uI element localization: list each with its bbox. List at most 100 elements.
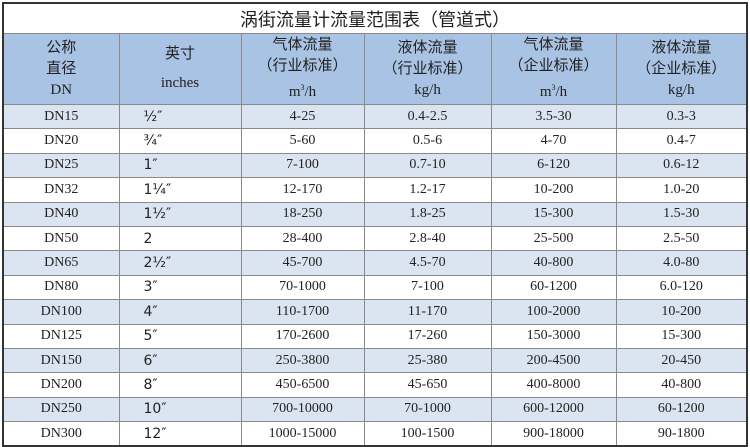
- header-text: 英寸: [164, 46, 195, 62]
- header-text: /h: [304, 84, 317, 100]
- table-row: DN125 5″ 170-2600 17-260 150-3000 15-300: [2, 323, 748, 349]
- header-text: m: [539, 84, 552, 100]
- table-cell: 40-800: [490, 250, 617, 276]
- table-row: DN32 1¼″ 12-170 1.2-17 10-200 1.0-20: [2, 177, 748, 203]
- table-cell: 0.5-6: [363, 128, 492, 154]
- table-cell: DN40: [2, 201, 120, 227]
- header-text: /h: [555, 84, 568, 100]
- table-cell: 1000-15000: [240, 421, 365, 447]
- table-cell: 0.3-3: [615, 103, 748, 130]
- table-cell: 200-4500: [490, 347, 617, 374]
- table-cell: DN300: [2, 421, 120, 447]
- column-header: 液体流量 （企业标准） kg/h: [615, 33, 748, 105]
- header-text: （行业标准）: [257, 58, 348, 74]
- table-cell: 4-70: [490, 128, 617, 154]
- table-row: DN20 ¾″ 5-60 0.5-6 4-70 0.4-7: [2, 128, 748, 154]
- table-cell: 1.0-20: [615, 177, 748, 203]
- table-row: DN150 6″ 250-3800 25-380 200-4500 20-450: [2, 347, 748, 374]
- table-cell: DN125: [2, 323, 120, 349]
- table-cell: 10″: [118, 396, 242, 423]
- table-cell: 10-200: [615, 299, 748, 325]
- table-cell: DN80: [2, 274, 120, 301]
- table-cell: 0.4-7: [615, 128, 748, 154]
- table-cell: 15-300: [615, 323, 748, 349]
- table-cell: 2.5-50: [615, 225, 748, 252]
- table-cell: 90-1800: [615, 421, 748, 447]
- table-cell: 1.5-30: [615, 201, 748, 227]
- table-cell: 11-170: [363, 299, 492, 325]
- header-text: 液体流量: [651, 39, 712, 56]
- table-cell: 6.0-120: [615, 274, 748, 301]
- table-cell: 900-18000: [490, 421, 617, 447]
- header-text: （企业标准）: [636, 60, 727, 77]
- table-cell: DN25: [2, 152, 120, 179]
- header-text: m: [288, 84, 301, 100]
- table-row: DN15 ½″ 4-25 0.4-2.5 3.5-30 0.3-3: [2, 103, 748, 130]
- table-cell: 12″: [118, 421, 242, 447]
- table-cell: 6-120: [490, 152, 617, 179]
- table-cell: 700-10000: [240, 396, 365, 423]
- table-cell: 2.8-40: [363, 225, 492, 252]
- header-text: （行业标准）: [382, 60, 473, 77]
- header-text: DN: [50, 81, 73, 98]
- table-cell: DN65: [2, 250, 120, 276]
- table-row: DN80 3″ 70-1000 7-100 60-1200 6.0-120: [2, 274, 748, 301]
- table-cell: 4.5-70: [363, 250, 492, 276]
- table-cell: 2: [118, 225, 242, 252]
- table-cell: 70-1000: [363, 396, 492, 423]
- column-header: 液体流量 （行业标准） kg/h: [363, 33, 492, 105]
- table-cell: DN200: [2, 372, 120, 398]
- table-cell: 5-60: [240, 128, 365, 154]
- table-row: DN40 1½″ 18-250 1.8-25 15-300 1.5-30: [2, 201, 748, 227]
- header-text: 气体流量: [523, 37, 584, 53]
- table-cell: 40-800: [615, 372, 748, 398]
- table-cell: 3″: [118, 274, 242, 301]
- table-cell: 45-700: [240, 250, 365, 276]
- table-cell: 1″: [118, 152, 242, 179]
- table-cell: 12-170: [240, 177, 365, 203]
- table-cell: 8″: [118, 372, 242, 398]
- table-cell: 70-1000: [240, 274, 365, 301]
- table-cell: DN15: [2, 103, 120, 130]
- table-cell: 600-12000: [490, 396, 617, 423]
- table-row: DN250 10″ 700-10000 70-1000 600-12000 60-1200: [2, 396, 748, 423]
- column-header: 公称直径 DN: [2, 33, 120, 105]
- header-text: kg/h: [414, 81, 441, 98]
- table-cell: 7-100: [240, 152, 365, 179]
- table-cell: DN32: [2, 177, 120, 203]
- table-cell: 60-1200: [615, 396, 748, 423]
- table-cell: DN150: [2, 347, 120, 374]
- table-cell: 1¼″: [118, 177, 242, 203]
- header-text: 直径: [46, 60, 77, 77]
- header-row: 公称 直径 DN 英寸 inches 气体流量 （行业标准） m3/h 液体流量 （行业标准） kg…: [2, 33, 748, 105]
- table-cell: 150-3000: [490, 323, 617, 349]
- table-title: 涡街流量计流量范围表（管道式）: [2, 2, 748, 34]
- table-cell: 25-380: [363, 347, 492, 374]
- header-text: 3: [300, 83, 305, 92]
- table-cell: 100-2000: [490, 299, 617, 325]
- table-cell: 7-100: [363, 274, 492, 301]
- table-cell: ½″: [118, 103, 242, 130]
- table-cell: 18-250: [240, 201, 365, 227]
- table-row: DN25 1″ 7-100 0.7-10 6-120 0.6-12: [2, 152, 748, 179]
- header-text: 公称: [46, 39, 77, 56]
- table-cell: 2½″: [118, 250, 242, 276]
- table-cell: 170-2600: [240, 323, 365, 349]
- table-cell: 4.0-80: [615, 250, 748, 276]
- table-cell: 6″: [118, 347, 242, 374]
- table-row: DN50 2 28-400 2.8-40 25-500 2.5-50: [2, 225, 748, 252]
- table-cell: 10-200: [490, 177, 617, 203]
- table-cell: 25-500: [490, 225, 617, 252]
- table-cell: 3.5-30: [490, 103, 617, 130]
- table-cell: DN250: [2, 396, 120, 423]
- table-cell: DN20: [2, 128, 120, 154]
- header-text: 液体流量: [397, 39, 458, 56]
- column-header: 英寸 inches: [118, 33, 242, 105]
- header-text: inches: [160, 75, 200, 91]
- table-cell: 28-400: [240, 225, 365, 252]
- column-header: 气体流量 （行业标准） m3/h: [240, 33, 365, 105]
- table-cell: 0.7-10: [363, 152, 492, 179]
- table-cell: 5″: [118, 323, 242, 349]
- table-cell: DN50: [2, 225, 120, 252]
- table-cell: 250-3800: [240, 347, 365, 374]
